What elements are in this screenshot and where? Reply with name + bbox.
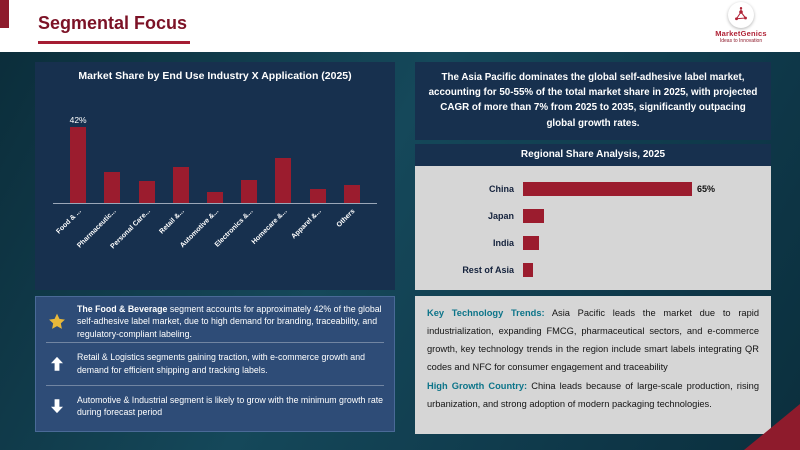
x-label-slot: Personal Care...: [109, 204, 163, 266]
bar-slot-pharmaceutic: [95, 160, 129, 203]
logo: MarketGenics Ideas to Innovation: [702, 2, 780, 44]
segment-chart-plot: 42%: [53, 94, 377, 204]
bar-automotive: [206, 192, 223, 203]
page-title: Segmental Focus: [38, 13, 188, 33]
regional-panel: Regional Share Analysis, 2025 China 65% Ja…: [415, 144, 771, 290]
bar-slot-automotive: [198, 180, 232, 203]
bar-personal-care: [138, 181, 155, 203]
bar-pharmaceutic: [104, 172, 121, 203]
regional-chart-title: Regional Share Analysis, 2025: [415, 144, 771, 166]
segment-chart-panel: Market Share by End Use Industry X Appli…: [35, 62, 395, 290]
x-label-slot: Others: [335, 204, 369, 266]
bar-slot-others: [335, 173, 369, 203]
x-label: Food & ...: [55, 208, 84, 236]
bar-food: [70, 127, 87, 203]
regional-row-rest-of-asia: Rest of Asia: [423, 256, 761, 283]
regional-label: Rest of Asia: [462, 264, 514, 275]
logo-tagline: Ideas to Innovation: [719, 38, 763, 44]
trend-high-growth-country: High Growth Country: China leads because…: [427, 380, 759, 409]
insights-panel: The Food & Beverage segment accounts for…: [35, 296, 395, 432]
insight-text: The Food & Beverage segment accounts for…: [77, 303, 382, 340]
insight-item-food-beverage: The Food & Beverage segment accounts for…: [46, 302, 384, 341]
regional-row-japan: Japan: [423, 202, 761, 229]
bar-slot-homecare: [266, 146, 300, 203]
regional-label: Japan: [487, 210, 514, 221]
bar-value-label: 42%: [69, 115, 87, 125]
insight-item-automotive-industrial: Automotive & Industrial segment is likel…: [46, 387, 384, 426]
bar-slot-apparel: [301, 177, 335, 203]
bar-homecare: [275, 158, 292, 203]
divider: [46, 342, 384, 344]
x-label-slot: Apparel &...: [290, 204, 335, 266]
regional-bar-japan: [523, 208, 544, 223]
trends-panel: Key Technology Trends: Asia Pacific lead…: [415, 296, 771, 434]
regional-bar-rest-of-asia: [523, 262, 533, 277]
bar-slot-food: 42%: [61, 115, 95, 203]
bar-slot-retail: [164, 155, 198, 203]
regional-bar-india: [523, 235, 539, 250]
trend-label: Key Technology Trends:: [427, 308, 545, 318]
regional-chart-plot: China 65% Japan India Rest of Asia: [415, 166, 771, 287]
bar-apparel: [309, 189, 326, 203]
trend-label: High Growth Country:: [427, 380, 528, 391]
bar-slot-electronics: [232, 168, 266, 203]
title-underline: [38, 41, 190, 44]
x-label: Others: [335, 208, 357, 229]
logo-name: MarketGenics: [715, 29, 767, 38]
logo-molecule-icon: [728, 2, 754, 28]
bar-others: [343, 185, 360, 203]
insight-text: Retail & Logistics segments gaining trac…: [77, 352, 365, 375]
corner-accent: [0, 0, 9, 28]
bar-slot-personal-care: [129, 169, 163, 203]
star-icon: [46, 312, 68, 332]
down-arrow-icon: [46, 397, 68, 415]
segment-chart-title: Market Share by End Use Industry X Appli…: [78, 70, 352, 82]
insight-item-retail-logistics: Retail & Logistics segments gaining trac…: [46, 344, 384, 383]
regional-label: China: [488, 183, 514, 194]
divider: [46, 384, 384, 386]
regional-value-label: 65%: [697, 183, 716, 194]
bar-electronics: [241, 180, 258, 203]
regional-label: India: [492, 237, 514, 248]
regional-row-india: India: [423, 229, 761, 256]
regional-bar-china: [523, 181, 692, 196]
regional-row-china: China 65%: [423, 175, 761, 202]
header: Segmental Focus MarketGenics Ideas to In…: [0, 0, 800, 52]
trend-technology: Key Technology Trends: Asia Pacific lead…: [427, 308, 760, 373]
apac-headline: The Asia Pacific dominates the global se…: [415, 62, 771, 140]
up-arrow-icon: [46, 355, 68, 373]
corner-triangle: [744, 404, 800, 450]
segment-chart-xlabels: Food & ... Pharmaceutic... Personal Care..…: [53, 204, 377, 266]
insight-text: Automotive & Industrial segment is likel…: [77, 394, 384, 418]
bar-retail: [172, 167, 189, 203]
